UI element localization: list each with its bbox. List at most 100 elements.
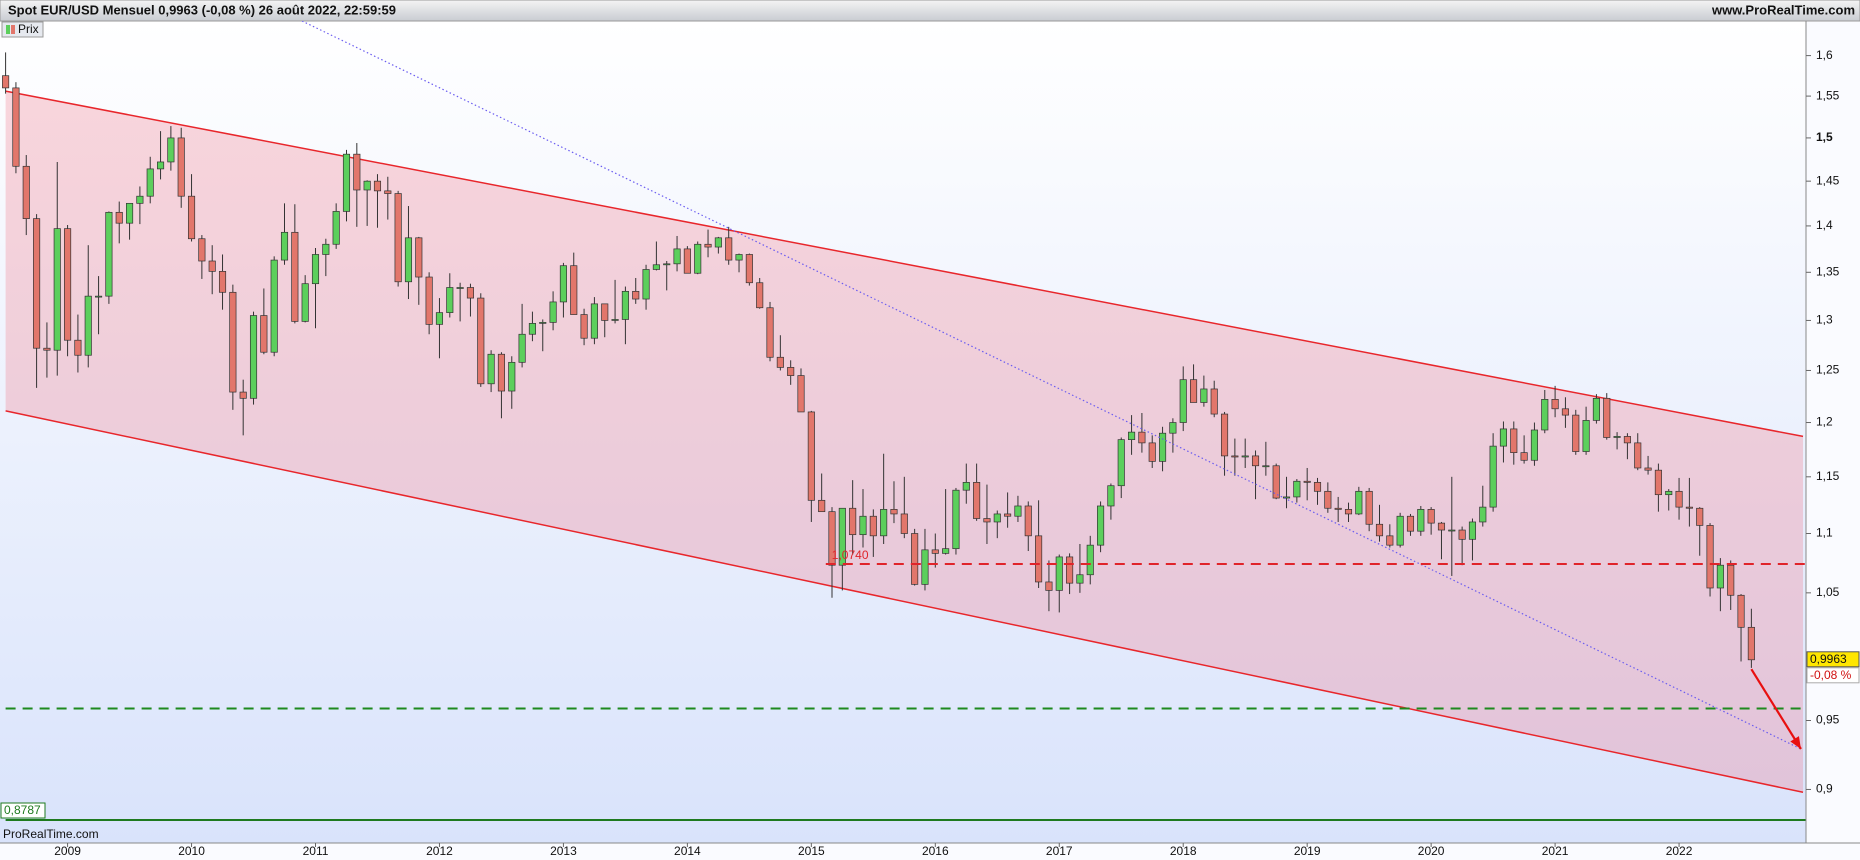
candle-body	[838, 507, 846, 566]
candle-body	[714, 237, 722, 248]
candle-body	[601, 303, 609, 321]
watermark: ProRealTime.com	[3, 827, 99, 841]
legend-icon	[11, 25, 15, 34]
candle-body	[1727, 564, 1735, 596]
candle-body	[1045, 581, 1053, 591]
channel-line	[5, 90, 1804, 438]
candle-body	[12, 87, 20, 167]
candle-body	[1138, 431, 1146, 444]
candle-body	[53, 228, 61, 351]
candle-body	[787, 367, 795, 376]
y-tick-label: 1,2	[1816, 415, 1833, 429]
arrow-head	[1790, 736, 1801, 750]
candle-body	[1148, 442, 1156, 462]
candle-body	[797, 375, 805, 413]
candle-body	[1097, 505, 1105, 546]
candle-body	[477, 297, 485, 385]
candle-body	[1747, 626, 1755, 661]
candle-body	[1200, 388, 1208, 403]
candle-body	[1334, 507, 1342, 510]
candle-body	[1179, 379, 1187, 423]
candle-body	[1479, 506, 1487, 523]
candle-body	[1530, 429, 1538, 461]
candle-body	[1551, 399, 1559, 410]
candle-body	[363, 180, 371, 191]
legend: Prix	[1, 21, 44, 38]
y-tick-label: 1,6	[1816, 48, 1833, 62]
candle-body	[33, 218, 41, 349]
candle-body	[1159, 432, 1167, 462]
candle-body	[962, 482, 970, 491]
x-tick-label: 2013	[550, 844, 577, 858]
candle-body	[487, 353, 495, 385]
candle-body	[1375, 523, 1384, 537]
candle-body	[497, 353, 505, 392]
candle-body	[394, 193, 402, 283]
candle-body	[177, 137, 185, 197]
candle-body	[952, 489, 960, 550]
candle-body	[704, 243, 712, 248]
candle-body	[270, 259, 278, 353]
candle-body	[1241, 455, 1249, 458]
x-tick-label: 2010	[178, 844, 205, 858]
candle-body	[157, 161, 165, 170]
candle-body	[642, 269, 650, 300]
candle-body	[280, 231, 289, 261]
site-link[interactable]: www.ProRealTime.com	[1711, 2, 1855, 17]
candle-body	[590, 303, 598, 339]
candle-body	[1406, 515, 1415, 532]
candle-body	[1169, 422, 1177, 434]
candle-body	[818, 499, 826, 513]
candle-body	[745, 254, 753, 284]
candle-body	[549, 301, 557, 323]
x-tick-label: 2012	[426, 844, 453, 858]
candle-body	[1004, 513, 1012, 517]
change-tag	[1806, 667, 1860, 684]
candle-body	[1365, 490, 1373, 525]
y-tick-label: 1,3	[1816, 313, 1833, 327]
candle-body	[1499, 428, 1508, 447]
candle-body	[1489, 445, 1497, 508]
candle-body	[673, 248, 681, 265]
candle-body	[208, 260, 216, 272]
candle-body	[1716, 564, 1724, 589]
x-tick-label: 2009	[54, 844, 81, 858]
candle-body	[1344, 509, 1353, 515]
candle-body	[2, 75, 10, 89]
candle-body	[353, 153, 361, 191]
candle-body	[859, 515, 867, 536]
candle-body	[1035, 535, 1043, 583]
candle-body	[1313, 482, 1322, 492]
candle-body	[1386, 535, 1394, 546]
candle-body	[611, 319, 619, 321]
candle-body	[1510, 428, 1518, 453]
header-bar	[0, 0, 1860, 22]
candle-body	[683, 248, 691, 274]
y-tick-label: 1,4	[1816, 218, 1833, 232]
candle-body	[1417, 509, 1425, 532]
x-tick-label: 2011	[303, 844, 329, 858]
y-tick-label: 0,9	[1816, 782, 1833, 796]
candle-body	[229, 291, 237, 393]
candle-body	[1189, 379, 1198, 403]
candle-body	[1210, 388, 1218, 415]
candle-body	[1582, 420, 1590, 452]
candle-body	[580, 314, 588, 339]
y-tick-label: 1,1	[1816, 526, 1833, 540]
candle-body	[1282, 496, 1291, 499]
candle-body	[807, 411, 815, 501]
candle-body	[632, 290, 640, 300]
candle-body	[1107, 485, 1115, 507]
x-tick-label: 2022	[1666, 844, 1693, 858]
candle-body	[1458, 529, 1466, 540]
candle-body	[539, 322, 547, 324]
candle-body	[1128, 431, 1136, 440]
candle-body	[146, 168, 154, 197]
candle-body	[404, 237, 413, 283]
candle-body	[136, 195, 144, 204]
candle-body	[1324, 490, 1332, 509]
candle-body	[663, 263, 671, 266]
candle-body	[43, 347, 51, 351]
y-tick-label: 1,5	[1816, 130, 1833, 144]
candle-body	[1293, 480, 1301, 498]
